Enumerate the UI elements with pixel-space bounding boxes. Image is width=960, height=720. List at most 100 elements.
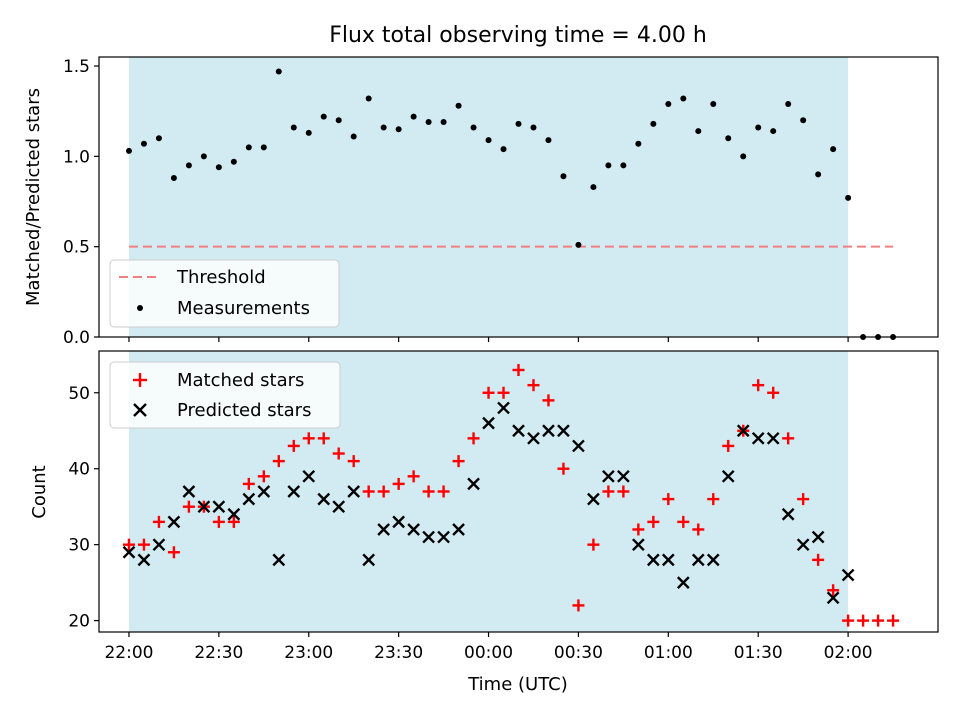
x-tick-label: 22:30 — [194, 643, 243, 663]
matched-point — [692, 523, 705, 536]
measurement-point — [725, 135, 732, 142]
predicted-point — [227, 507, 241, 521]
matched-point — [827, 584, 840, 597]
matched-point — [527, 379, 540, 392]
matched-point — [512, 363, 525, 376]
top-legend-box — [109, 259, 340, 328]
measurement-point — [290, 124, 297, 131]
predicted-point — [661, 553, 675, 567]
predicted-point — [422, 530, 435, 544]
bottom-y-tick-label: 30 — [68, 536, 90, 556]
predicted-point — [482, 416, 495, 430]
bottom-y-axis: 20 30 40 50 — [68, 384, 99, 632]
bottom-y-tick-label: 40 — [68, 460, 90, 480]
measurement-point — [140, 140, 147, 147]
predicted-point — [467, 477, 480, 491]
matched-point — [377, 485, 390, 498]
measurement-point — [125, 147, 132, 154]
matched-point — [317, 432, 330, 445]
measurement-point — [395, 126, 402, 133]
predicted-point — [527, 431, 540, 445]
chart-title: Flux total observing time = 4.00 h — [329, 23, 707, 48]
matched-point — [422, 485, 435, 498]
matched-point — [257, 470, 270, 483]
bottom-y-tick-label: 50 — [68, 384, 90, 404]
measurement-point — [620, 162, 627, 169]
measurement-point — [455, 102, 462, 109]
matched-point — [797, 493, 810, 506]
predicted-point — [452, 523, 465, 536]
matched-point — [812, 553, 825, 566]
predicted-point — [542, 424, 555, 438]
matched-point — [137, 538, 150, 551]
predicted-point — [122, 545, 136, 559]
matched-point — [677, 515, 690, 528]
x-tick-label: 00:00 — [464, 643, 513, 663]
measurement-point — [230, 158, 237, 165]
top-panel: 0.0 0.5 1.0 1.5 Matched/Predicted stars Thr… — [23, 56, 939, 348]
matched-point — [287, 439, 300, 452]
predicted-point — [706, 553, 720, 567]
measurement-point — [635, 140, 642, 147]
measurement-point — [695, 128, 702, 135]
x-tick-label: 00:30 — [554, 643, 603, 663]
matched-point — [152, 515, 165, 528]
top-y-tick-label: 1.5 — [63, 57, 90, 77]
predicted-point — [796, 538, 810, 552]
matched-point — [347, 455, 360, 468]
predicted-point — [287, 485, 301, 498]
measurement-point — [785, 100, 792, 107]
predicted-point — [332, 500, 346, 514]
x-tick-label: 01:00 — [644, 643, 693, 663]
measurement-point — [365, 95, 372, 102]
matched-point — [587, 538, 600, 551]
measurement-point — [665, 100, 672, 107]
matched-point — [452, 455, 465, 468]
matched-point — [497, 386, 510, 399]
bottom-y-tick-label: 20 — [68, 612, 90, 632]
matched-point — [167, 546, 180, 559]
predicted-point — [197, 500, 211, 514]
matched-point — [602, 485, 615, 498]
measurement-point — [830, 146, 837, 153]
matched-point — [407, 470, 420, 483]
legend-predicted-swatch — [133, 403, 147, 417]
matched-point — [617, 485, 630, 498]
measurement-point — [500, 146, 507, 153]
matched-point — [362, 485, 375, 498]
measurement-point — [605, 162, 612, 169]
measurement-point — [350, 133, 357, 140]
x-tick-label: 01:30 — [734, 643, 783, 663]
measurement-point — [200, 153, 207, 160]
legend-threshold-label: Threshold — [176, 267, 266, 288]
bottom-x-axis: 22:00 22:30 23:00 23:30 00:00 00:30 01:00 01:30… — [104, 632, 873, 663]
matched-point — [557, 462, 570, 475]
matched-point — [482, 386, 495, 399]
matched-point — [392, 477, 405, 490]
top-plot-frame — [98, 56, 939, 338]
bottom-y-axis-label: Count — [29, 465, 50, 518]
x-tick-label: 22:00 — [104, 643, 153, 663]
predicted-point — [841, 568, 855, 582]
predicted-point — [676, 576, 690, 589]
predicted-point — [272, 553, 286, 567]
matched-point — [437, 485, 450, 498]
measurement-point — [155, 135, 162, 142]
matched-point — [857, 614, 870, 627]
predicted-point — [736, 424, 750, 438]
measurement-point — [245, 144, 252, 151]
measurement-point — [680, 95, 687, 102]
matched-point — [467, 432, 480, 445]
predicted-point — [317, 492, 331, 506]
top-y-axis-label: Matched/Predicted stars — [23, 88, 44, 306]
x-tick-label: 23:30 — [374, 643, 423, 663]
matched-point — [752, 379, 765, 392]
bottom-legend: Matched stars Predicted stars — [109, 361, 341, 429]
top-y-axis: 0.0 0.5 1.0 1.5 — [63, 57, 99, 348]
predicted-point — [497, 401, 510, 415]
bottom-legend-box — [109, 361, 341, 429]
measurement-point — [410, 113, 417, 120]
measurement-point — [170, 175, 177, 182]
predicted-point — [811, 530, 825, 544]
